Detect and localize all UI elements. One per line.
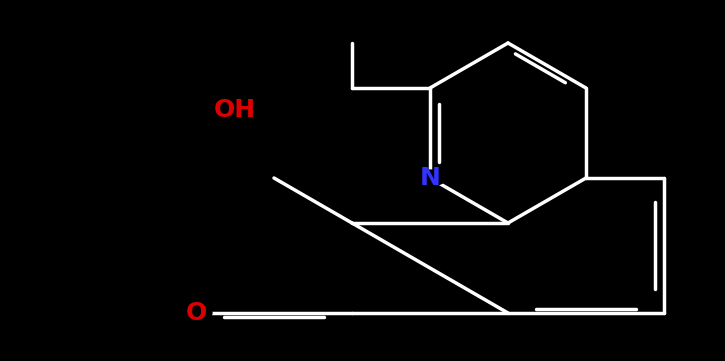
Circle shape [414,170,446,186]
Circle shape [219,102,251,118]
Text: N: N [420,166,440,190]
Circle shape [180,305,212,321]
Text: O: O [186,301,207,325]
Text: OH: OH [214,98,256,122]
